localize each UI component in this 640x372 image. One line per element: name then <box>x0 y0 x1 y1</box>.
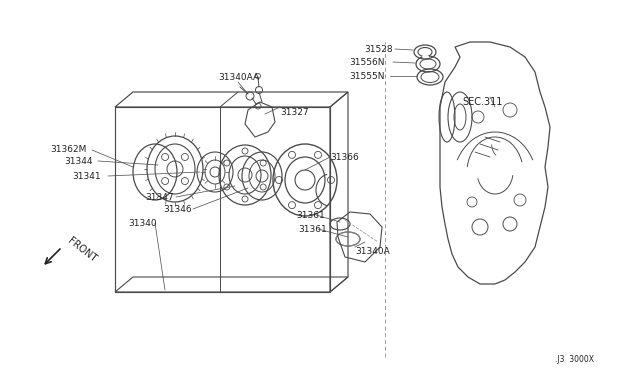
Text: 31347: 31347 <box>145 192 173 202</box>
Text: 31340A: 31340A <box>355 247 390 257</box>
Text: 31361: 31361 <box>296 211 324 219</box>
Text: 31362M: 31362M <box>50 144 86 154</box>
Text: 31344: 31344 <box>64 157 93 166</box>
Text: 31341: 31341 <box>72 171 100 180</box>
Text: SEC.311: SEC.311 <box>462 97 502 107</box>
Text: 31555N: 31555N <box>349 71 385 80</box>
Text: 31340AA: 31340AA <box>218 73 259 81</box>
Text: 31346: 31346 <box>163 205 191 214</box>
Text: 31340: 31340 <box>128 218 157 228</box>
Text: 31327: 31327 <box>280 108 308 116</box>
Text: .J3  3000X: .J3 3000X <box>555 356 594 365</box>
Text: 31361: 31361 <box>298 224 327 234</box>
Text: 31556N: 31556N <box>349 58 385 67</box>
Text: FRONT: FRONT <box>66 236 99 264</box>
Text: 31366: 31366 <box>330 153 359 161</box>
Text: 31528: 31528 <box>364 45 392 54</box>
